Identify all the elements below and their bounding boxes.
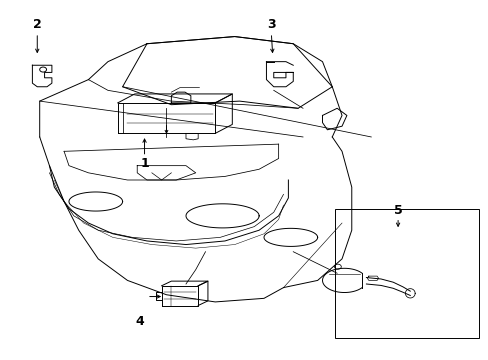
- Text: 5: 5: [393, 204, 402, 217]
- Text: 1: 1: [140, 157, 149, 170]
- Bar: [334, 209, 478, 338]
- Text: 2: 2: [33, 18, 41, 31]
- Text: 4: 4: [135, 315, 144, 328]
- Text: 3: 3: [266, 18, 275, 31]
